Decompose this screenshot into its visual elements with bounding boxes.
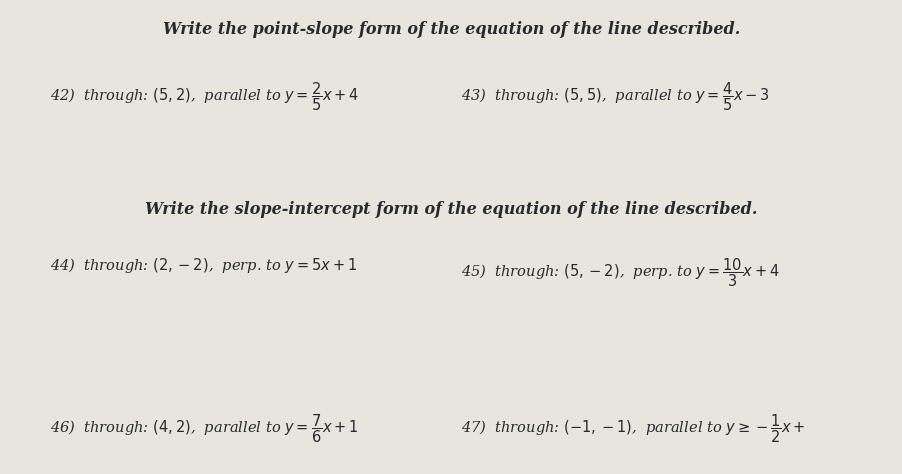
Text: 43)  through: $(5, 5)$,  parallel to $y=\dfrac{4}{5}x-3$: 43) through: $(5, 5)$, parallel to $y=\d… [460,81,769,113]
Text: Write the point-slope form of the equation of the line described.: Write the point-slope form of the equati… [162,21,740,38]
Text: 42)  through: $(5, 2)$,  parallel to $y=\dfrac{2}{5}x+4$: 42) through: $(5, 2)$, parallel to $y=\d… [50,81,358,113]
Text: Write the slope-intercept form of the equation of the line described.: Write the slope-intercept form of the eq… [145,201,757,219]
Text: 45)  through: $(5,-2)$,  perp. to $y=\dfrac{10}{3}x+4$: 45) through: $(5,-2)$, perp. to $y=\dfra… [460,256,778,289]
Text: 44)  through: $(2,-2)$,  perp. to $y=5x+1$: 44) through: $(2,-2)$, perp. to $y=5x+1$ [50,256,356,275]
Text: 47)  through: $(-1,-1)$,  parallel to $y\geq -\dfrac{1}{2}x+$: 47) through: $(-1,-1)$, parallel to $y\g… [460,412,804,445]
Text: 46)  through: $(4,2)$,  parallel to $y=\dfrac{7}{6}x+1$: 46) through: $(4,2)$, parallel to $y=\df… [50,412,358,445]
